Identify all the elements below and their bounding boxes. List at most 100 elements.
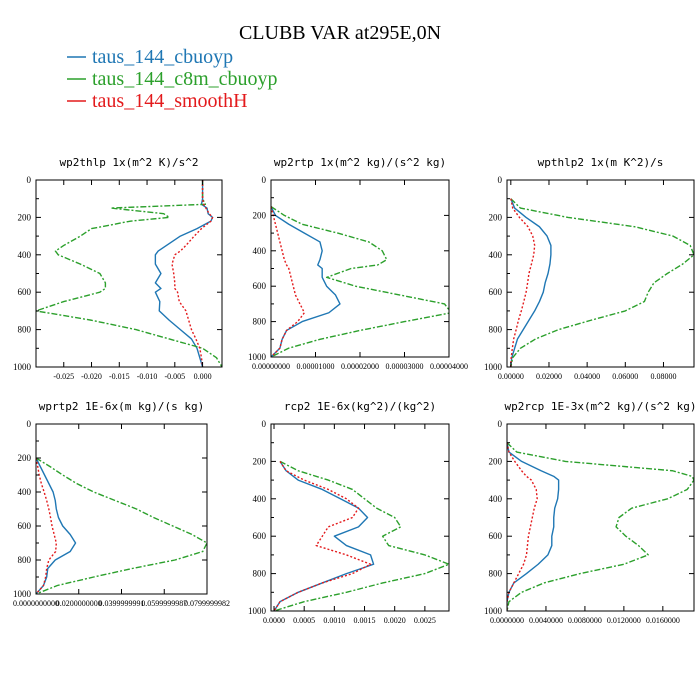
- chart-title: wprtp2 1E-6x(m kg)/(s kg): [39, 400, 205, 413]
- y-tick-label: 200: [18, 453, 32, 463]
- y-tick-label: 800: [253, 569, 267, 579]
- series-line-3: [271, 206, 306, 357]
- series-line-2: [36, 457, 207, 594]
- y-tick-label: 600: [489, 531, 503, 541]
- x-tick-label: 0.0005: [293, 616, 315, 625]
- y-tick-label: 1000: [248, 606, 267, 616]
- series-line-2: [271, 205, 449, 357]
- plot-frame: [35, 179, 223, 368]
- series-line-1: [271, 206, 341, 357]
- chart-title: rcp2 1E-6x(kg^2)/(kg^2): [284, 400, 436, 413]
- y-tick-label: 200: [253, 456, 267, 466]
- y-tick-label: 600: [253, 281, 267, 291]
- y-tick-label: 600: [253, 531, 267, 541]
- series-line-1: [36, 457, 77, 594]
- series-line-1: [507, 442, 560, 611]
- x-tick-label: 0.0200000000: [56, 599, 102, 608]
- x-tick-label: 0.00000: [498, 372, 524, 381]
- x-tick-label: -0.020: [81, 372, 102, 381]
- series-line-2: [510, 198, 694, 367]
- series-line-2: [36, 180, 222, 367]
- series-line-1: [510, 198, 552, 367]
- legend-label-1: taus_144_cbuoyp: [92, 46, 233, 68]
- chart-panel-3: wpthlp2 1x(m K^2)/s 0 200 400 600 800 10000.00…: [484, 156, 695, 381]
- y-tick-label: 400: [253, 246, 267, 256]
- y-tick-label: 0: [27, 175, 32, 185]
- x-tick-label: 0.0040000: [529, 616, 563, 625]
- y-tick-label: 200: [18, 212, 32, 222]
- chart-title: wp2rtp 1x(m^2 kg)/(s^2 kg): [274, 156, 446, 169]
- series-line-1: [154, 180, 214, 367]
- y-tick-label: 400: [18, 487, 32, 497]
- y-tick-label: 800: [18, 325, 32, 335]
- y-tick-label: 0: [498, 175, 503, 185]
- series-line-3: [507, 442, 538, 611]
- x-tick-label: 0.00000000: [252, 362, 290, 371]
- y-tick-label: 1000: [13, 589, 32, 599]
- plot-frame: [506, 423, 695, 612]
- x-tick-label: 0.0025: [414, 616, 436, 625]
- chart-title: wp2thlp 1x(m^2 K)/s^2: [59, 156, 198, 169]
- y-tick-label: 200: [489, 456, 503, 466]
- chart-panel-4: wprtp2 1E-6x(m kg)/(s kg) 0 200 400 600 800 10…: [13, 400, 230, 608]
- chart-panel-2: wp2rtp 1x(m^2 kg)/(s^2 kg) 0 200 400 600 800 1…: [248, 156, 468, 371]
- x-tick-label: -0.005: [164, 372, 185, 381]
- x-tick-label: 0.08000: [650, 372, 676, 381]
- y-tick-label: 800: [253, 317, 267, 327]
- plot-frame: [270, 423, 450, 612]
- figure-title: CLUBB VAR at295E,0N: [239, 22, 441, 44]
- x-tick-label: 0.0000000000: [13, 599, 59, 608]
- series-group: [273, 460, 449, 611]
- series-group: [510, 198, 694, 367]
- y-tick-label: 0: [262, 175, 267, 185]
- x-tick-label: -0.010: [137, 372, 158, 381]
- x-tick-label: 0.0160000: [646, 616, 680, 625]
- y-tick-label: 1000: [484, 606, 503, 616]
- legend: taus_144_cbuoyp taus_144_c8m_cbuoyp taus…: [67, 46, 278, 112]
- y-tick-label: 400: [489, 494, 503, 504]
- x-tick-label: 0.0799999982: [184, 599, 230, 608]
- x-tick-label: 0.0120000: [607, 616, 641, 625]
- legend-item: taus_144_smoothH: [67, 90, 248, 112]
- series-group: [36, 180, 222, 367]
- plot-frame: [270, 179, 450, 358]
- y-tick-label: 0: [27, 419, 32, 429]
- legend-label-2: taus_144_c8m_cbuoyp: [92, 68, 278, 90]
- series-line-2: [273, 460, 449, 611]
- y-tick-label: 600: [18, 521, 32, 531]
- x-tick-label: 0.02000: [536, 372, 562, 381]
- series-line-3: [36, 457, 58, 594]
- chart-title: wp2rcp 1E-3x(m^2 kg)/(s^2 kg): [504, 400, 696, 413]
- legend-label-3: taus_144_smoothH: [92, 90, 248, 112]
- series-group: [36, 457, 207, 594]
- legend-item: taus_144_cbuoyp: [67, 46, 233, 68]
- x-tick-label: 0.00001000: [297, 362, 335, 371]
- series-group: [271, 205, 449, 357]
- x-tick-label: 0.06000: [612, 372, 638, 381]
- y-tick-label: 800: [489, 569, 503, 579]
- y-tick-label: 0: [262, 419, 267, 429]
- x-tick-label: 0.00002000: [341, 362, 379, 371]
- y-tick-label: 0: [498, 419, 503, 429]
- y-tick-label: 200: [489, 212, 503, 222]
- series-line-2: [507, 442, 694, 611]
- plot-frame: [35, 423, 208, 595]
- x-tick-label: 0.0399999991: [99, 599, 145, 608]
- x-tick-label: 0.000: [194, 372, 212, 381]
- x-tick-label: 0.0010: [323, 616, 345, 625]
- y-tick-label: 1000: [13, 362, 32, 372]
- x-tick-label: -0.015: [109, 372, 130, 381]
- y-tick-label: 400: [253, 494, 267, 504]
- chart-title: wpthlp2 1x(m K^2)/s: [538, 156, 664, 169]
- y-tick-label: 800: [489, 325, 503, 335]
- series-line-3: [510, 198, 536, 367]
- x-tick-label: 0.00004000: [430, 362, 468, 371]
- series-line-3: [171, 180, 214, 367]
- series-line-3: [273, 461, 372, 611]
- chart-panel-6: wp2rcp 1E-3x(m^2 kg)/(s^2 kg)0 200 400 600 8…: [484, 400, 697, 625]
- x-tick-label: 0.0080000: [568, 616, 602, 625]
- series-line-1: [273, 461, 375, 611]
- x-tick-label: 0.0000000: [490, 616, 524, 625]
- chart-panel-1: wp2thlp 1x(m^2 K)/s^2 0 200 400 600 800 1000 -0…: [13, 156, 223, 381]
- x-tick-label: 0.04000: [574, 372, 600, 381]
